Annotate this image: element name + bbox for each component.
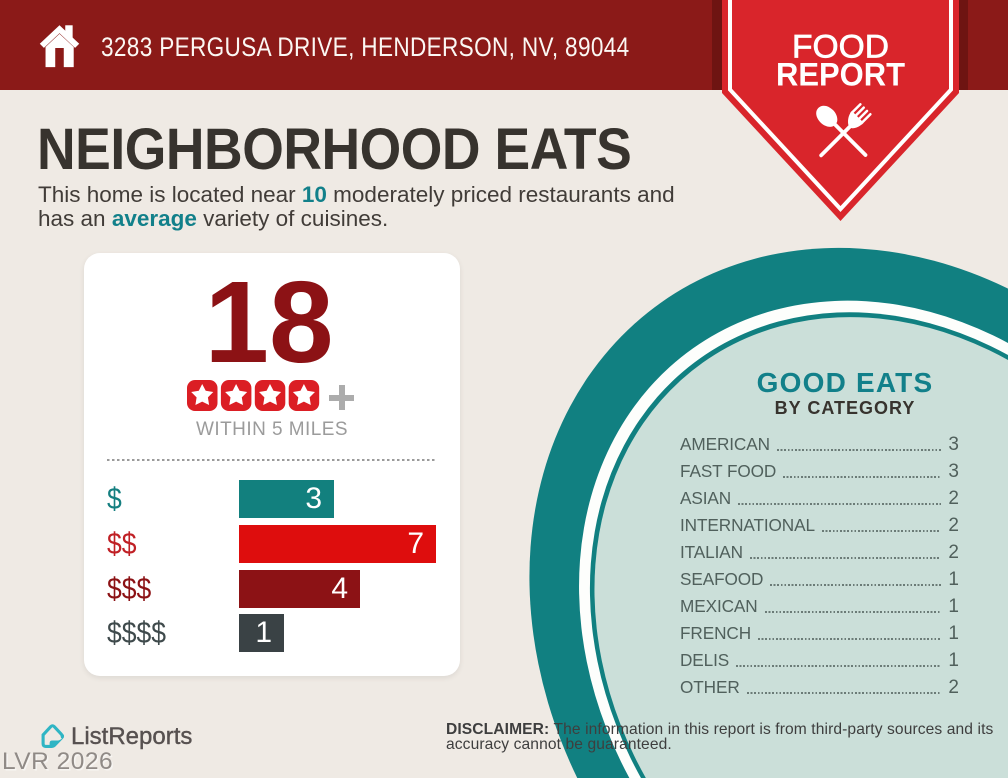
svg-text:REPORT: REPORT	[776, 57, 905, 93]
svg-text:FOOD: FOOD	[792, 29, 889, 65]
